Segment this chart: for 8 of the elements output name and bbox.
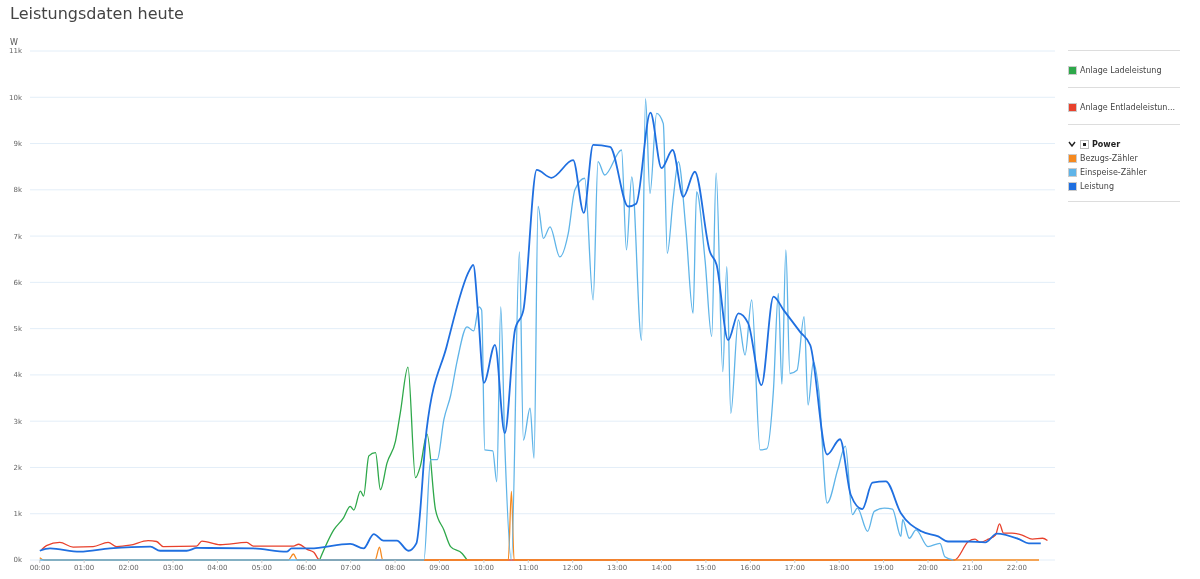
legend-label: Anlage Entladeleistun... [1080, 102, 1176, 112]
legend-label: Anlage Ladeleistung [1080, 65, 1162, 75]
legend-label: Einspeise-Zähler [1080, 167, 1147, 177]
chart-title: Leistungsdaten heute [10, 4, 184, 23]
legend-label: Leistung [1080, 181, 1114, 191]
y-axis-title: W [10, 38, 18, 47]
legend-title: Power [1092, 139, 1121, 149]
legend-label: Bezugs-Zähler [1080, 153, 1138, 163]
